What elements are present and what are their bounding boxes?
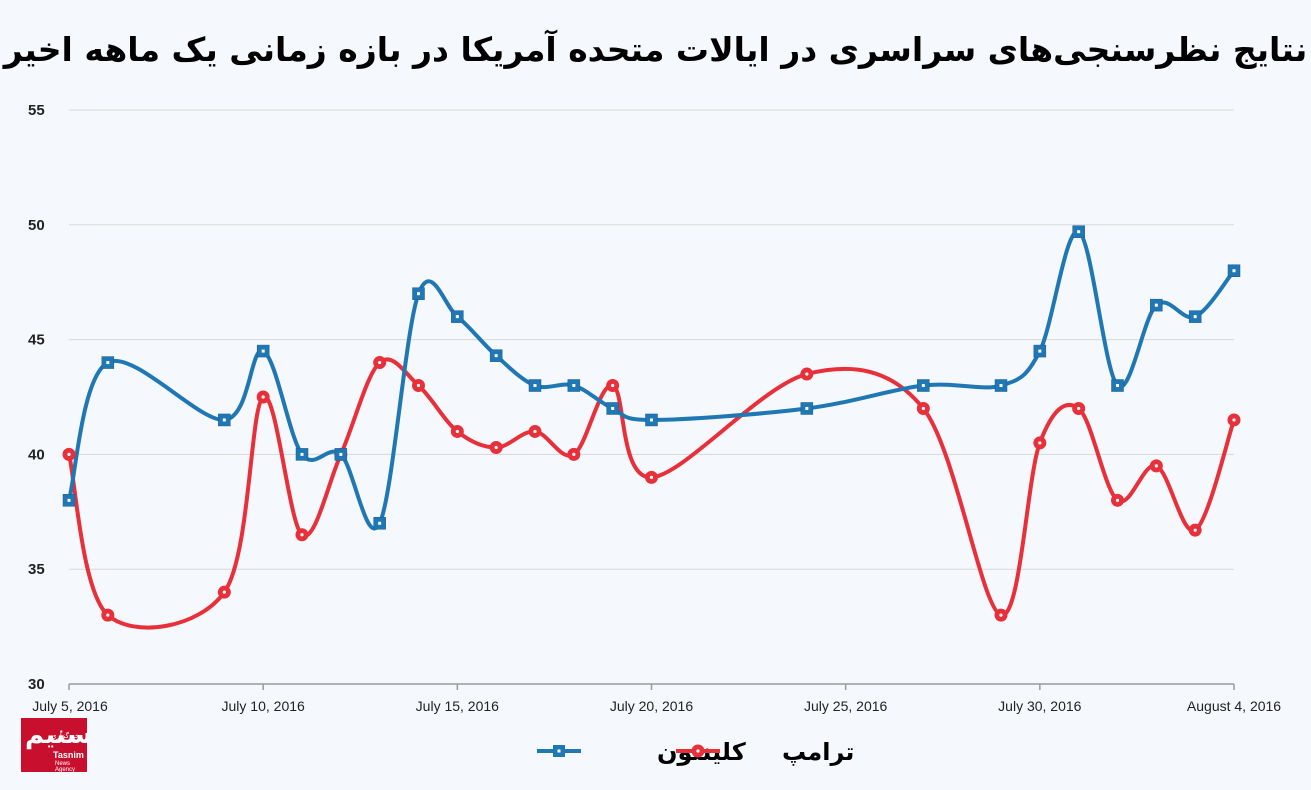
y-tick-label-35: 35	[28, 561, 45, 578]
series-line-0	[67, 229, 1236, 531]
data-point-dot-s0-21	[1193, 315, 1197, 319]
data-point-dot-s0-1	[106, 361, 110, 365]
data-point-dot-s0-15	[921, 384, 925, 388]
data-point-dot-s0-19	[1116, 384, 1119, 388]
data-point-dot-s0-20	[1154, 303, 1158, 307]
logo-mark: تسنیم	[25, 720, 87, 750]
data-point-dot-s0-9	[494, 354, 498, 358]
logo-sub: News Agency	[55, 761, 76, 772]
data-point-dot-s1-12	[611, 383, 615, 388]
chart-title: نتایج نظرسنجی‌های سراسری در ایالات متحده…	[3, 30, 1308, 69]
data-point-dot-s0-16	[999, 384, 1003, 388]
data-point-dot-s0-3	[261, 349, 265, 353]
y-tick-label-50: 50	[28, 217, 45, 234]
data-point-dot-s0-5	[339, 452, 343, 456]
data-point-dot-s1-9	[494, 445, 498, 450]
data-point-dot-s0-4	[300, 452, 304, 456]
series-lines	[67, 229, 1236, 630]
x-tick-label-0: July 5, 2016	[32, 698, 108, 714]
data-point-dot-s0-22	[1232, 269, 1236, 273]
data-point-dot-s1-13	[649, 475, 654, 479]
y-tick-label-45: 45	[28, 332, 45, 349]
data-point-dot-s0-11	[572, 384, 576, 388]
data-point-dot-s0-10	[533, 384, 537, 388]
data-point-dot-s1-7	[416, 383, 421, 388]
data-point-dot-s0-0	[67, 498, 71, 502]
data-point-dot-s1-21	[1193, 528, 1197, 532]
x-tick-label-5: July 30, 2016	[998, 698, 1081, 714]
data-point-dot-s1-20	[1154, 464, 1158, 468]
legend-marker-dot-0	[557, 749, 561, 753]
legend-marker-dot-1	[696, 749, 700, 753]
data-point-dot-s1-17	[1038, 441, 1042, 445]
data-point-dot-s0-18	[1077, 230, 1081, 234]
data-point-dot-s1-11	[572, 452, 576, 456]
data-point-dot-s1-8	[455, 429, 459, 434]
y-tick-label-30: 30	[28, 676, 45, 693]
data-point-dot-s0-14	[805, 406, 809, 410]
data-point-dot-s1-10	[533, 429, 537, 434]
data-point-dot-s1-3	[261, 395, 265, 399]
data-point-dot-s1-14	[805, 372, 809, 376]
legend: کلینتونترامپ	[537, 738, 854, 766]
x-tick-label-6: August 4, 2016	[1187, 698, 1281, 714]
y-tick-label-40: 40	[28, 446, 45, 463]
axes: 30 35 40 45 50 55 July 5, 2016 July 10, 2016 Jul…	[28, 102, 1281, 714]
data-point-dot-s1-4	[300, 533, 304, 537]
data-point-dot-s0-17	[1038, 349, 1042, 353]
tasnim-logo: تسنیم خبرگزاری Tasnim News Agency	[21, 718, 87, 772]
data-point-dot-s1-22	[1232, 418, 1236, 422]
data-point-dot-s1-2	[222, 590, 226, 594]
logo-small-text: خبرگزاری	[51, 732, 80, 740]
series-markers	[62, 225, 1241, 622]
x-tick-label-4: July 25, 2016	[804, 698, 887, 714]
x-tick-label-1: July 10, 2016	[222, 698, 305, 714]
data-point-dot-s1-6	[378, 360, 382, 365]
logo-brand: Tasnim	[53, 750, 84, 760]
data-point-dot-s0-8	[455, 315, 459, 319]
data-point-dot-s1-15	[921, 406, 925, 411]
data-point-dot-s1-1	[106, 613, 110, 617]
data-point-dot-s0-7	[417, 292, 420, 296]
legend-label-1: ترامپ	[782, 738, 854, 766]
data-point-dot-s1-18	[1077, 406, 1081, 411]
grid-lines	[69, 109, 1234, 570]
data-point-dot-s1-0	[67, 452, 71, 456]
data-point-dot-s1-19	[1115, 498, 1120, 502]
y-tick-label-55: 55	[28, 102, 45, 119]
data-point-dot-s0-6	[378, 521, 382, 525]
data-point-dot-s1-16	[999, 613, 1003, 617]
x-tick-label-2: July 15, 2016	[416, 698, 499, 714]
data-point-dot-s0-2	[222, 418, 226, 422]
data-point-dot-s0-13	[650, 418, 653, 422]
x-tick-label-3: July 20, 2016	[610, 698, 693, 714]
data-point-dot-s0-12	[611, 406, 615, 410]
